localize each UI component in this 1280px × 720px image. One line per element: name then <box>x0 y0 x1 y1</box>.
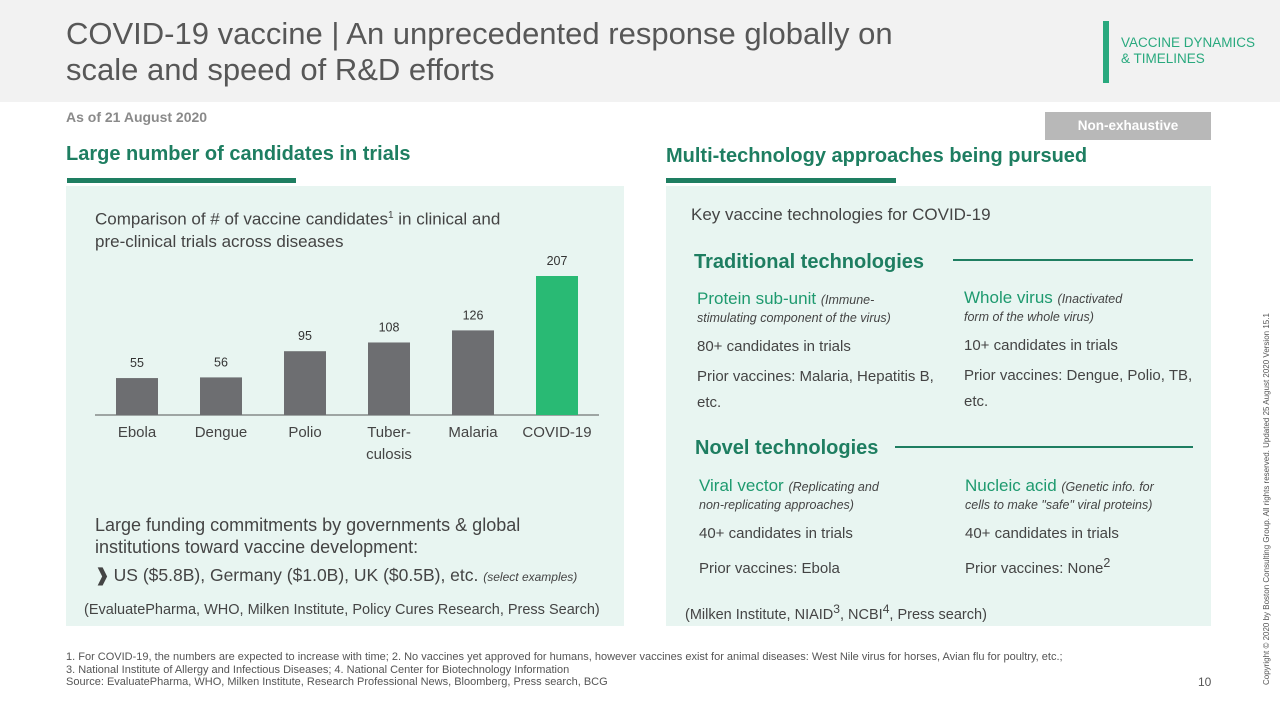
tech-name: Viral vector <box>699 476 784 495</box>
key-tech-title: Key vaccine technologies for COVID-19 <box>691 205 991 224</box>
tech-candidates: 40+ candidates in trials <box>965 525 1119 542</box>
traditional-technologies-heading: Traditional technologies <box>694 251 925 273</box>
tech-desc: non-replicating approaches) <box>699 498 854 512</box>
source-text-a: (Milken Institute, NIAID <box>685 606 834 623</box>
section-tag-line-2: & TIMELINES <box>1121 51 1205 66</box>
footnotes: 1. For COVID-19, the numbers are expecte… <box>66 651 1186 689</box>
tech-desc-inline: (Replicating and <box>788 480 879 494</box>
source-footnote-3: 3 <box>833 602 840 616</box>
right-heading-underline <box>666 178 896 183</box>
source-text-b: , NCBI <box>839 606 883 623</box>
left-panel-source: (EvaluatePharma, WHO, Milken Institute, … <box>84 602 600 618</box>
right-panel-heading: Multi-technology approaches being pursue… <box>666 145 1088 167</box>
tech-name-line: Nucleic acid (Genetic info. for <box>965 476 1205 496</box>
tech-desc: stimulating component of the virus) <box>697 311 891 325</box>
funding-bullet-text: US ($5.8B), Germany ($1.0B), UK ($0.5B),… <box>113 565 479 585</box>
copyright-notice: Copyright © 2020 by Boston Consulting Gr… <box>1262 313 1271 685</box>
tech-prior: Prior vaccines: Dengue, Polio, TB, etc. <box>964 366 1204 412</box>
bar-chart: 55 Ebola 56 Dengue 95 Polio 108 Tuber-culosis 12… <box>95 254 599 463</box>
page-number: 10 <box>1198 675 1212 689</box>
chart-title-footnote: 1 <box>387 210 394 221</box>
tech-prior: Prior vaccines: Ebola <box>699 553 939 579</box>
source-text-c: , Press search) <box>889 606 987 623</box>
header-band <box>0 0 1280 102</box>
non-exhaustive-badge: Non-exhaustive <box>1045 112 1211 140</box>
tech-candidates: 80+ candidates in trials <box>697 338 851 355</box>
chevron-right-icon: ❱ <box>95 565 110 585</box>
tech-name-line: Viral vector (Replicating and <box>699 476 939 496</box>
data-label: 95 <box>298 329 312 343</box>
tech-desc: cells to make "safe" viral proteins) <box>965 498 1153 512</box>
novel-technologies-heading: Novel technologies <box>695 437 879 459</box>
data-label: 126 <box>463 308 484 322</box>
tech-candidates: 40+ candidates in trials <box>699 525 853 542</box>
section-tag-bar <box>1103 21 1109 83</box>
tech-whole-virus: Whole virus (Inactivated form of the who… <box>964 288 1204 412</box>
tech-viral-vector: Viral vector (Replicating and non-replic… <box>699 476 939 579</box>
tech-name-line: Protein sub-unit (Immune- <box>697 289 937 309</box>
funding-line-1: Large funding commitments by governments… <box>95 515 521 535</box>
footnote-line-2: 3. National Institute of Allergy and Inf… <box>66 663 570 676</box>
tech-desc-inline: (Immune- <box>820 293 875 307</box>
tech-prior-text: Prior vaccines: None <box>965 560 1104 577</box>
as-of-date: As of 21 August 2020 <box>66 109 208 125</box>
funding-bullet: ❱ US ($5.8B), Germany ($1.0B), UK ($0.5B)… <box>95 565 577 586</box>
chart-title-b: in clinical and <box>393 209 501 229</box>
tech-desc-inline: (Inactivated <box>1057 292 1123 306</box>
tech-prior-footnote: 2 <box>1103 556 1111 570</box>
bar-polio <box>284 351 326 415</box>
tech-name: Whole virus <box>964 288 1053 307</box>
tech-prior-text: Prior vaccines: Malaria, Hepatitis B, et… <box>697 368 934 411</box>
title-line-1: COVID-19 vaccine | An unprecedented resp… <box>66 16 893 51</box>
data-label: 108 <box>379 320 400 334</box>
source-line: Source: EvaluatePharma, WHO, Milken Inst… <box>66 676 608 688</box>
data-label: 56 <box>214 355 228 369</box>
page-title: COVID-19 vaccine | An unprecedented resp… <box>66 16 1046 88</box>
category-label: Ebola <box>118 424 157 441</box>
data-label: 55 <box>130 356 144 370</box>
novel-rule <box>895 446 1193 448</box>
chart-title-a: Comparison of # of vaccine candidates <box>95 209 388 229</box>
category-label: Dengue <box>195 424 248 441</box>
tech-name: Protein sub-unit <box>697 289 817 308</box>
tech-desc: form of the whole virus) <box>964 310 1094 324</box>
bar-covid-19 <box>536 276 578 415</box>
tech-nucleic-acid: Nucleic acid (Genetic info. for cells to… <box>965 476 1205 579</box>
right-panel-source: (Milken Institute, NIAID3, NCBI4, Press … <box>685 602 987 623</box>
tech-prior: Prior vaccines: None2 <box>965 553 1205 579</box>
traditional-rule <box>953 259 1193 261</box>
section-tag: VACCINE DYNAMICS & TIMELINES <box>1121 35 1271 67</box>
chart-title: Comparison of # of vaccine candidates1 i… <box>95 205 565 253</box>
category-label: Tuber- <box>367 424 411 441</box>
bar-ebola <box>116 378 158 415</box>
funding-line-2: institutions toward vaccine development: <box>95 537 419 557</box>
tech-candidates: 10+ candidates in trials <box>964 337 1118 354</box>
chart-title-line-2: pre-clinical trials across diseases <box>95 231 344 251</box>
title-line-2: scale and speed of R&D efforts <box>66 52 495 87</box>
category-label: COVID-19 <box>522 424 591 441</box>
section-tag-line-1: VACCINE DYNAMICS <box>1121 35 1256 50</box>
funding-text: Large funding commitments by governments… <box>95 514 595 558</box>
tech-name-line: Whole virus (Inactivated <box>964 288 1204 308</box>
category-label: Malaria <box>448 424 498 441</box>
tech-name: Nucleic acid <box>965 476 1057 495</box>
left-panel-heading: Large number of candidates in trials <box>66 143 411 165</box>
category-label: culosis <box>366 446 412 463</box>
footnote-line-1: 1. For COVID-19, the numbers are expecte… <box>66 651 1063 663</box>
left-panel <box>66 186 624 626</box>
bar-malaria <box>452 330 494 415</box>
bar-dengue <box>200 377 242 415</box>
funding-note: (select examples) <box>483 570 578 584</box>
tech-prior-text: Prior vaccines: Dengue, Polio, TB, etc. <box>964 367 1193 410</box>
tech-prior: Prior vaccines: Malaria, Hepatitis B, et… <box>697 367 937 413</box>
category-label: Polio <box>288 424 321 441</box>
left-heading-underline <box>67 178 296 183</box>
tech-desc-inline: (Genetic info. for <box>1061 480 1154 494</box>
source-footnote-4: 4 <box>882 602 890 616</box>
tech-protein-subunit: Protein sub-unit (Immune- stimulating co… <box>697 289 937 413</box>
bar-tuber-culosis <box>368 342 410 415</box>
tech-prior-text: Prior vaccines: Ebola <box>699 560 840 577</box>
data-label: 207 <box>547 254 568 268</box>
